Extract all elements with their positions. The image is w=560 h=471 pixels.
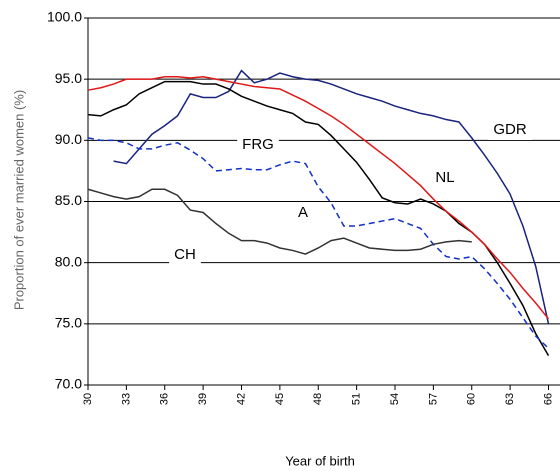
x-tick-label: 57 xyxy=(427,393,439,405)
series-line xyxy=(87,188,472,255)
x-tick-label: 51 xyxy=(351,393,363,405)
x-axis-title: Year of birth xyxy=(285,453,355,468)
y-tick-label: 85.0 xyxy=(55,192,82,208)
x-tick-label: 33 xyxy=(120,393,132,405)
y-tick-label: 80.0 xyxy=(55,253,82,269)
series-label: NL xyxy=(435,169,454,186)
y-axis-title: Proportion of ever married women (%) xyxy=(11,90,26,310)
series-line xyxy=(87,137,550,349)
x-tick-label: 54 xyxy=(389,393,401,405)
series-label: A xyxy=(298,204,308,221)
label-background xyxy=(488,120,532,140)
x-tick-label: 45 xyxy=(274,393,286,405)
y-tick-label: 70.0 xyxy=(55,376,82,392)
x-tick-label: 30 xyxy=(82,393,94,405)
label-background xyxy=(237,135,279,155)
series-line xyxy=(113,69,550,324)
x-tick-label: 42 xyxy=(235,393,247,405)
label-background xyxy=(169,245,201,265)
series-line xyxy=(87,75,550,320)
y-tick-label: 100.0 xyxy=(47,9,82,25)
x-tick-label: 60 xyxy=(466,393,478,405)
x-tick-label: 48 xyxy=(312,393,324,405)
x-tick-label: 66 xyxy=(542,393,554,405)
y-tick-label: 95.0 xyxy=(55,70,82,86)
x-tick-label: 36 xyxy=(159,393,171,405)
x-tick-label: 63 xyxy=(504,393,516,405)
y-tick-label: 90.0 xyxy=(55,131,82,147)
series-label: CH xyxy=(174,246,196,263)
series-line xyxy=(87,80,550,357)
label-background xyxy=(292,203,314,223)
x-tick-label: 39 xyxy=(197,393,209,405)
y-tick-label: 75.0 xyxy=(55,315,82,331)
series-label: FRG xyxy=(242,136,274,153)
series-label: GDR xyxy=(493,121,527,138)
label-background xyxy=(430,168,460,188)
